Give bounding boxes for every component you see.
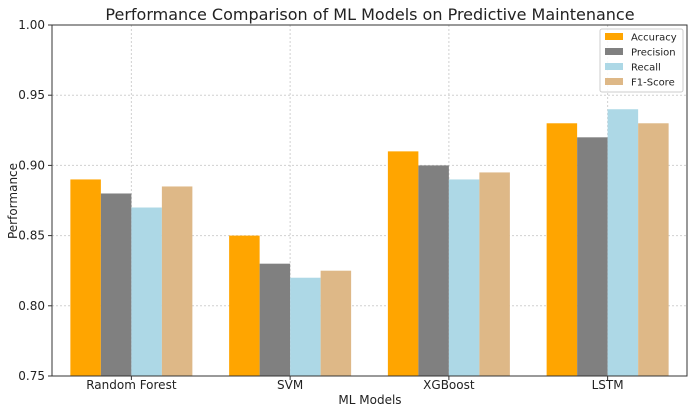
legend: Accuracy Precision Recall F1-Score [599,28,684,93]
x-tick-label: XGBoost [423,378,475,392]
bar-accuracy-random-forest [70,179,101,376]
x-tick-label: SVM [277,378,303,392]
legend-swatch-accuracy [605,33,623,40]
bars [70,109,669,377]
legend-label-f1-score: F1-Score [631,78,675,89]
y-tick-label: 0.85 [18,229,45,243]
y-tick-label: 0.95 [18,88,45,102]
bar-precision-svm [259,263,291,376]
plot-frame [51,24,688,377]
x-ticks: Random Forest SVM XGBoost LSTM [86,376,624,392]
legend-label-recall: Recall [631,63,661,74]
bar-recall-random-forest [131,207,162,376]
bar-recall-xgboost [448,179,480,376]
legend-label-accuracy: Accuracy [631,33,677,44]
bar-f1-score-svm [320,270,352,376]
y-axis-label: Performance [6,163,20,239]
legend-swatch-precision [605,48,623,55]
bar-f1-score-lstm [638,123,669,376]
bar-precision-random-forest [100,193,132,376]
y-ticks: 0.75 0.80 0.85 0.90 0.95 1.00 [18,18,52,383]
x-tick-label: Random Forest [86,378,177,392]
bar-f1-score-random-forest [161,186,193,376]
y-tick-label: 0.80 [18,299,45,313]
bar-accuracy-lstm [546,123,578,376]
x-axis-label: ML Models [338,393,401,407]
axes [51,24,688,377]
bar-recall-svm [290,277,321,376]
legend-swatch-f1-score [605,78,623,85]
y-tick-label: 1.00 [18,18,45,32]
y-tick-label: 0.90 [18,158,45,172]
x-tick-label: LSTM [592,378,624,392]
legend-swatch-recall [605,63,623,70]
bar-f1-score-xgboost [479,172,510,376]
legend-box [599,28,684,93]
legend-label-precision: Precision [631,48,676,59]
bar-precision-lstm [577,137,608,376]
chart-title: Performance Comparison of ML Models on P… [105,5,634,24]
bar-accuracy-xgboost [387,151,419,376]
bar-precision-xgboost [418,165,449,376]
y-tick-label: 0.75 [18,369,45,383]
bar-recall-lstm [607,109,639,377]
bar-accuracy-svm [229,235,260,376]
